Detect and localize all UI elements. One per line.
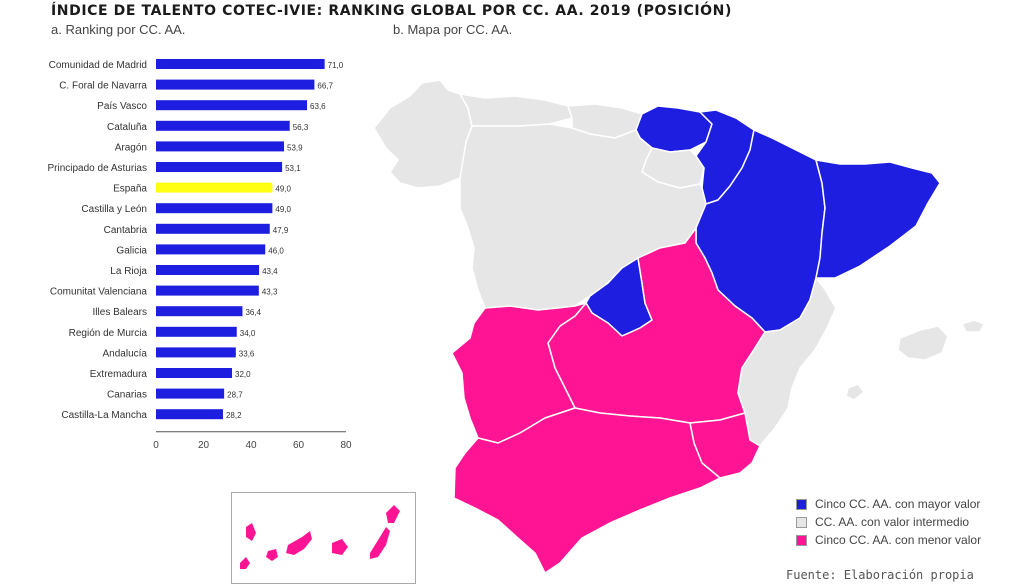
value-label: 33,6 — [239, 349, 255, 358]
chart-title: ÍNDICE DE TALENTO COTEC-IVIE: RANKING GL… — [51, 3, 732, 19]
category-label: La Rioja — [110, 266, 147, 277]
value-label: 49,0 — [275, 185, 291, 194]
legend-swatch-high — [796, 498, 807, 510]
bar — [156, 244, 266, 255]
legend-label-mid: CC. AA. con valor intermedio — [815, 515, 970, 529]
bar — [156, 388, 225, 399]
value-label: 56,3 — [293, 123, 309, 132]
map-region-baleares — [897, 325, 949, 361]
value-label: 71,0 — [328, 61, 344, 70]
bar — [156, 223, 270, 234]
canarias-island-5 — [332, 539, 348, 555]
category-label: Canarias — [107, 390, 147, 401]
map-legend: Cinco CC. AA. con mayor valor CC. AA. co… — [796, 495, 981, 549]
category-label: Aragón — [115, 142, 147, 153]
value-label: 43,4 — [262, 267, 278, 276]
value-label: 34,0 — [240, 329, 256, 338]
ranking-bar-chart: Comunidad de Madrid 71,0 C. Foral de Navar… — [47, 59, 352, 451]
bar — [156, 326, 237, 337]
value-label: 28,2 — [226, 411, 242, 420]
bar — [156, 59, 325, 69]
canarias-island-3 — [266, 549, 278, 561]
category-label: Castilla-La Mancha — [61, 410, 147, 421]
category-label: España — [113, 184, 147, 195]
value-label: 36,4 — [245, 308, 261, 317]
map-region-andalucia — [453, 407, 721, 574]
category-label: Extremadura — [90, 369, 148, 380]
canarias-island-2 — [240, 557, 250, 569]
bar — [156, 141, 285, 152]
bar — [156, 285, 259, 296]
map-region-valencia — [737, 277, 837, 447]
x-tick-label: 80 — [340, 440, 352, 451]
panel-a-subtitle: a. Ranking por CC. AA. — [51, 22, 186, 37]
category-label: Comunidad de Madrid — [49, 60, 147, 71]
value-label: 47,9 — [273, 226, 289, 235]
value-label: 28,7 — [227, 391, 243, 400]
x-tick-label: 0 — [153, 440, 159, 451]
category-label: País Vasco — [97, 101, 147, 112]
bar — [156, 162, 283, 172]
canarias-inset — [231, 492, 416, 584]
value-label: 46,0 — [268, 246, 284, 255]
bar — [156, 100, 308, 111]
canarias-island-6 — [370, 527, 390, 559]
value-label: 32,0 — [235, 370, 251, 379]
legend-item-mid: CC. AA. con valor intermedio — [796, 513, 981, 531]
map-region-galicia — [373, 79, 473, 189]
map-region-cataluna — [815, 159, 941, 279]
category-label: Cataluña — [107, 122, 147, 133]
value-label: 53,1 — [285, 164, 301, 173]
bar — [156, 203, 273, 214]
category-label: Galicia — [116, 245, 147, 256]
canarias-island-4 — [286, 531, 312, 555]
bar — [156, 306, 243, 317]
bar — [156, 347, 236, 358]
category-label: Principado de Asturias — [47, 163, 147, 174]
bar — [156, 368, 232, 378]
value-label: 53,9 — [287, 143, 303, 152]
x-tick-label: 40 — [245, 440, 257, 451]
value-label: 66,7 — [317, 82, 333, 91]
legend-item-low: Cinco CC. AA. con menor valor — [796, 531, 981, 549]
value-label: 63,6 — [310, 102, 326, 111]
category-label: Comunitat Valenciana — [50, 287, 148, 298]
category-label: Región de Murcia — [69, 328, 148, 339]
legend-item-high: Cinco CC. AA. con mayor valor — [796, 495, 981, 513]
map-region-asturias — [459, 93, 573, 127]
category-label: Castilla y León — [81, 204, 147, 215]
legend-swatch-low — [796, 534, 807, 546]
canarias-island-1 — [246, 523, 256, 541]
category-label: Illes Balears — [93, 307, 147, 318]
legend-label-high: Cinco CC. AA. con mayor valor — [815, 497, 981, 511]
x-tick-label: 20 — [198, 440, 210, 451]
value-label: 43,3 — [262, 288, 278, 297]
bar-spain — [156, 182, 273, 193]
legend-label-low: Cinco CC. AA. con menor valor — [815, 533, 982, 547]
legend-swatch-mid — [796, 516, 807, 528]
bar — [156, 265, 260, 275]
bar — [156, 79, 315, 90]
category-label: Andalucía — [103, 348, 148, 359]
value-label: 49,0 — [275, 205, 291, 214]
bar — [156, 409, 223, 420]
map-region-baleares-ibiza — [845, 383, 865, 401]
category-label: C. Foral de Navarra — [59, 81, 147, 92]
x-tick-label: 60 — [293, 440, 305, 451]
category-label: Cantabria — [104, 225, 148, 236]
panel-b-subtitle: b. Mapa por CC. AA. — [393, 22, 513, 37]
spain-map — [373, 79, 985, 574]
bar — [156, 120, 290, 131]
canarias-island-7 — [386, 505, 400, 523]
source-note: Fuente: Elaboración propia — [786, 568, 974, 582]
map-region-baleares-menorca — [961, 319, 985, 333]
